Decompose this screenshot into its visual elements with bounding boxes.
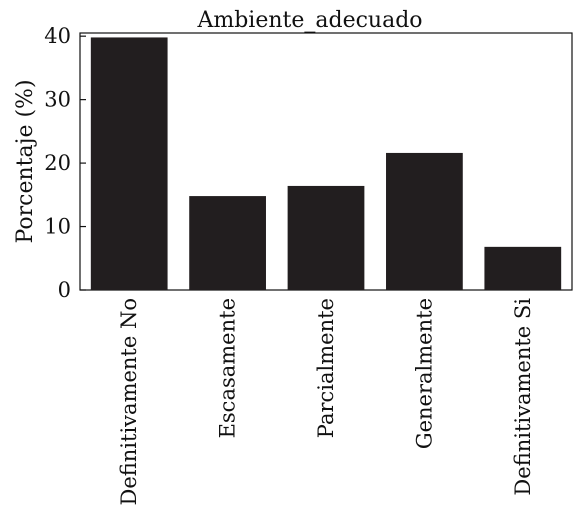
y-tick-label: 10 xyxy=(44,215,71,239)
bars xyxy=(90,37,562,291)
x-tick-label: Definitivamente Si xyxy=(511,298,535,496)
y-tick-label: 20 xyxy=(44,151,71,175)
y-axis-label: Porcentaje (%) xyxy=(13,79,38,243)
y-tick-label: 0 xyxy=(58,278,71,302)
x-axis-tick-labels: Definitivamente No Escasamente Parcialment… xyxy=(117,298,535,506)
bar xyxy=(90,37,168,291)
bar xyxy=(484,246,562,290)
bar xyxy=(386,152,463,290)
y-axis-ticks: 0 10 20 30 40 xyxy=(44,24,86,302)
x-tick-label: Parcialmente xyxy=(314,298,338,438)
bar xyxy=(287,185,365,290)
bar xyxy=(189,196,266,290)
x-tick-label: Escasamente xyxy=(216,298,240,438)
y-tick-label: 30 xyxy=(44,88,71,112)
x-tick-label: Definitivamente No xyxy=(117,298,141,505)
chart-title: Ambiente_adecuado xyxy=(196,8,422,33)
x-tick-label: Generalmente xyxy=(412,298,436,449)
y-tick-label: 40 xyxy=(44,24,71,48)
